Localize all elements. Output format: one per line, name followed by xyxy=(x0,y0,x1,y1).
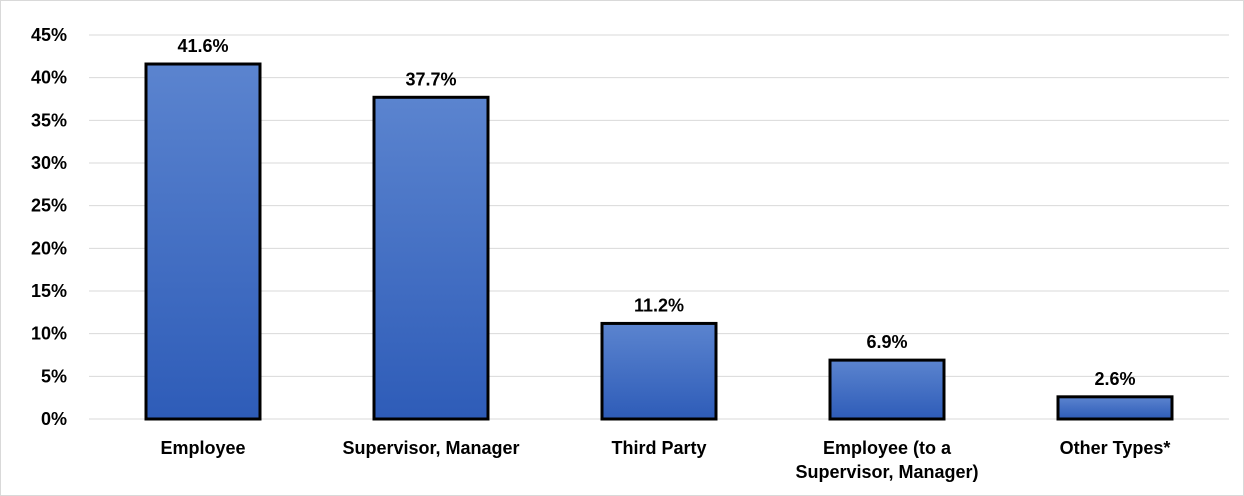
x-axis-categories: Employee Supervisor, Manager Third Party Em… xyxy=(160,438,1170,482)
y-tick-label: 0% xyxy=(41,409,67,429)
bar xyxy=(372,95,490,421)
data-label: 11.2% xyxy=(634,295,684,315)
gridlines xyxy=(89,34,1229,420)
data-label: 2.6% xyxy=(1094,369,1135,389)
data-label: 6.9% xyxy=(866,332,907,352)
bar xyxy=(1056,395,1174,421)
data-label: 37.7% xyxy=(405,69,456,89)
x-category-label: Other Types* xyxy=(1060,438,1171,458)
y-tick-label: 15% xyxy=(31,281,67,301)
y-tick-label: 20% xyxy=(31,238,67,258)
y-tick-label: 35% xyxy=(31,110,67,130)
x-category-label: Third Party xyxy=(611,438,706,458)
y-axis-ticks: 0% 5% 10% 15% 20% 25% 30% 35% 40% 45% xyxy=(31,25,67,429)
x-category-label: Supervisor, Manager xyxy=(342,438,519,458)
bar xyxy=(828,358,946,421)
bar xyxy=(144,62,262,421)
y-tick-label: 25% xyxy=(31,196,67,216)
y-tick-label: 30% xyxy=(31,153,67,173)
bar xyxy=(600,321,718,421)
y-tick-label: 45% xyxy=(31,25,67,45)
y-tick-label: 10% xyxy=(31,324,67,344)
data-labels: 41.6% 37.7% 11.2% 6.9% 2.6% xyxy=(177,36,1135,389)
y-tick-label: 5% xyxy=(41,366,67,386)
x-category-label: Employee xyxy=(160,438,245,458)
y-tick-label: 40% xyxy=(31,68,67,88)
x-category-label: Employee (to a Supervisor, Manager) xyxy=(795,438,978,482)
bars xyxy=(144,62,1174,421)
data-label: 41.6% xyxy=(177,36,228,56)
